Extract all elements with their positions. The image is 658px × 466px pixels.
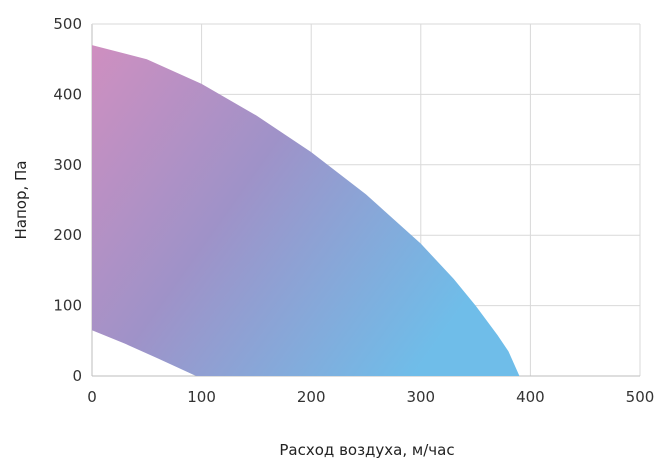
x-tick-label: 200: [297, 388, 326, 406]
x-tick-label: 0: [87, 388, 97, 406]
operating-range-area: [92, 45, 520, 377]
y-tick-label: 500: [53, 15, 82, 33]
y-tick-label: 400: [53, 85, 82, 103]
area-series: [92, 45, 520, 377]
y-tick-label: 0: [72, 367, 82, 385]
y-axis-title: Напор, Па: [12, 161, 30, 240]
y-tick-label: 100: [53, 297, 82, 315]
x-tick-label: 500: [626, 388, 655, 406]
y-tick-label: 200: [53, 226, 82, 244]
x-tick-label: 300: [406, 388, 435, 406]
x-axis-title: Расход воздуха, м/час: [279, 441, 454, 459]
x-axis-ticks: 0 100 200 300 400 500: [87, 388, 654, 406]
y-axis-ticks: 0 100 200 300 400 500: [53, 15, 82, 385]
x-tick-label: 400: [516, 388, 545, 406]
x-tick-label: 100: [187, 388, 216, 406]
y-tick-label: 300: [53, 156, 82, 174]
